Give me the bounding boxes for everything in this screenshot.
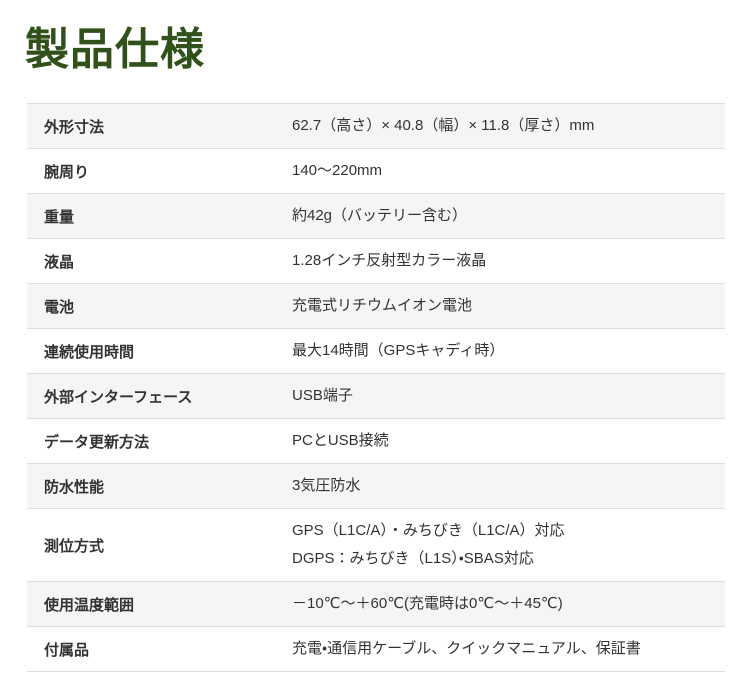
spec-row: 測位方式 GPS（L1C/A）・みちびき（L1C/A）対応 DGPS：みちびき（L… <box>27 509 725 583</box>
spec-table: 外形寸法 62.7（高さ）× 40.8（幅）× 11.8（厚さ）mm 腕周り 140～… <box>27 103 725 673</box>
spec-value: 1.28インチ反射型カラー液晶 <box>292 252 487 270</box>
spec-label: 外形寸法 <box>44 118 105 136</box>
spec-value: 140～220mm <box>292 162 383 180</box>
spec-label: 使用温度範囲 <box>44 596 135 614</box>
spec-row: 電池 充電式リチウムイオン電池 <box>27 284 725 330</box>
spec-label: 付属品 <box>44 641 90 659</box>
spec-value: 最大14時間（GPSキャディ時） <box>292 342 505 360</box>
spec-value: 約42g（バッテリー含む） <box>292 207 468 225</box>
spec-label: 電池 <box>44 298 75 316</box>
spec-label: データ更新方法 <box>44 433 150 451</box>
spec-row: 外形寸法 62.7（高さ）× 40.8（幅）× 11.8（厚さ）mm <box>27 104 725 150</box>
spec-value: 3気圧防水 <box>292 477 361 495</box>
spec-row: 使用温度範囲 －10℃～＋60℃(充電時は0℃～＋45℃) <box>27 582 725 628</box>
spec-row: 防水性能 3気圧防水 <box>27 464 725 510</box>
spec-row: 腕周り 140～220mm <box>27 149 725 195</box>
spec-value: GPS（L1C/A）・みちびき（L1C/A）対応 DGPS：みちびき（L1S）・… <box>292 522 565 568</box>
spec-label: 防水性能 <box>44 478 105 496</box>
spec-label: 測位方式 <box>44 537 105 555</box>
spec-value: 62.7（高さ）× 40.8（幅）× 11.8（厚さ）mm <box>292 117 595 135</box>
spec-row: 液晶 1.28インチ反射型カラー液晶 <box>27 239 725 285</box>
spec-row: 外部インターフェース USB端子 <box>27 374 725 420</box>
spec-label: 液晶 <box>44 253 75 271</box>
spec-value: 充電式リチウムイオン電池 <box>292 297 473 315</box>
spec-label: 連続使用時間 <box>44 343 135 361</box>
spec-value: 充電・通信用ケーブル、クイックマニュアル、保証書 <box>292 640 641 658</box>
spec-row: 重量 約42g（バッテリー含む） <box>27 194 725 240</box>
spec-label: 外部インターフェース <box>44 388 193 406</box>
page-title: 製品仕様 <box>25 25 205 74</box>
spec-value: USB端子 <box>292 387 353 405</box>
spec-row: データ更新方法 PCとUSB接続 <box>27 419 725 465</box>
spec-row: 連続使用時間 最大14時間（GPSキャディ時） <box>27 329 725 375</box>
spec-label: 重量 <box>44 208 75 226</box>
spec-label: 腕周り <box>44 163 90 181</box>
spec-value: －10℃～＋60℃(充電時は0℃～＋45℃) <box>292 595 563 613</box>
spec-row: 付属品 充電・通信用ケーブル、クイックマニュアル、保証書 <box>27 627 725 673</box>
spec-value: PCとUSB接続 <box>292 432 389 450</box>
